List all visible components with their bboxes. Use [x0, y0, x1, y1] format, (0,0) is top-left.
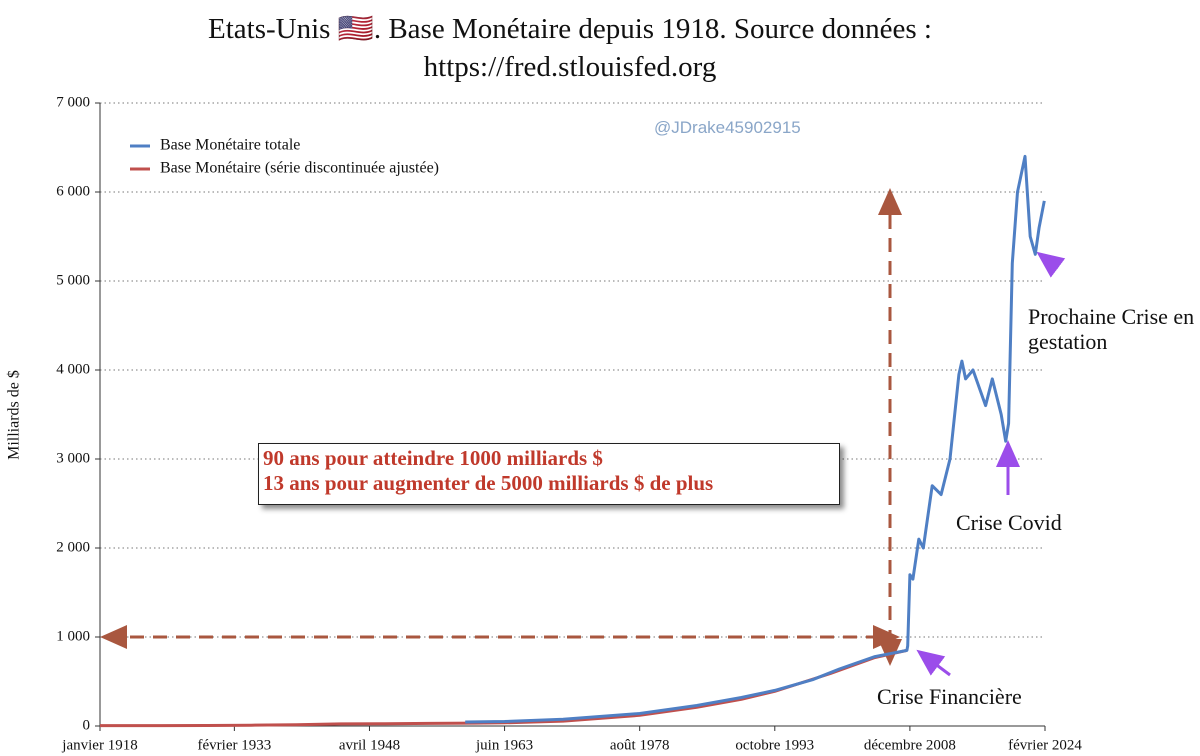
x-tick-label: juin 1963: [475, 737, 533, 753]
x-tick-label: août 1978: [610, 737, 670, 753]
y-tick-label: 2 000: [56, 539, 90, 555]
y-tick-label: 3 000: [56, 450, 90, 466]
legend-label: Base Monétaire (série discontinuée ajust…: [160, 160, 439, 177]
annotation: Crise Covid: [956, 510, 1062, 535]
y-tick-label: 7 000: [56, 94, 90, 110]
box-line: 90 ans pour atteindre 1000 milliards $: [263, 446, 603, 470]
annotation: Crise Financière: [877, 684, 1022, 709]
box-line: 13 ans pour augmenter de 5000 milliards …: [263, 471, 714, 495]
y-tick-label: 1 000: [56, 628, 90, 644]
x-tick-label: octobre 1993: [735, 737, 814, 753]
y-axis-label: Milliards de $: [6, 370, 23, 460]
x-tick-label: février 1933: [198, 737, 272, 753]
x-tick-label: janvier 1918: [61, 737, 137, 753]
callout-arrow: [916, 649, 951, 677]
legend-label: Base Monétaire totale: [160, 137, 300, 154]
annotation-box: 90 ans pour atteindre 1000 milliards $ 1…: [258, 443, 840, 505]
annotation: Prochaine Crise en gestation: [1028, 304, 1195, 354]
y-tick-label: 0: [83, 717, 91, 733]
x-tick-label: décembre 2008: [864, 737, 956, 753]
watermark: @JDrake45902915: [654, 118, 801, 137]
y-tick-label: 4 000: [56, 361, 90, 377]
chart-title: Etats-Unis 🇺🇸. Base Monétaire depuis 191…: [208, 13, 932, 83]
x-tick-label: avril 1948: [339, 737, 400, 753]
callout-arrow: [1036, 251, 1066, 278]
series-line: [465, 154, 1046, 724]
x-tick-label: février 2024: [1008, 737, 1082, 753]
y-tick-label: 5 000: [56, 272, 90, 288]
y-tick-label: 6 000: [56, 183, 90, 199]
